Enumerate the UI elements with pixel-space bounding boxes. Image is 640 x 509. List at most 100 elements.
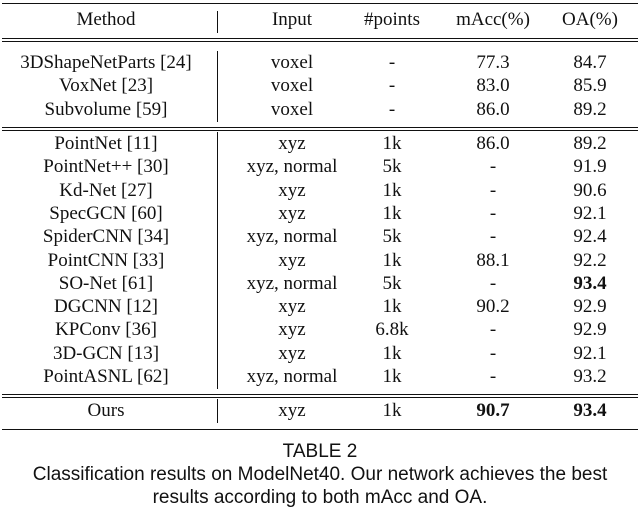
cell-input: xyz <box>278 202 306 224</box>
header-input: Input <box>271 9 313 30</box>
cell-input: voxel <box>270 98 314 120</box>
cell-macc: - <box>489 272 497 294</box>
column-separator <box>217 399 218 424</box>
cell-method: PointASNL [62] <box>43 366 169 387</box>
cell-macc: 77.3 <box>476 52 510 73</box>
cell-input: xyz, normal <box>246 226 338 248</box>
cell-input: xyz <box>278 342 306 364</box>
header-method: Method <box>76 9 136 30</box>
cell-oa: 92.9 <box>573 319 607 341</box>
cell-points: 5k <box>382 226 402 248</box>
column-separator <box>217 51 218 122</box>
cell-points: 1k <box>382 366 402 387</box>
header-rule-double <box>2 41 638 42</box>
cell-oa: 90.6 <box>573 179 607 201</box>
cell-method: KPConv [36] <box>55 319 157 341</box>
cell-points: - <box>388 75 396 97</box>
cell-method: Ours <box>87 400 125 421</box>
cell-points: 1k <box>382 202 402 224</box>
cell-macc: - <box>489 342 497 364</box>
table-row: SpecGCN [60] xyz 1k - 92.1 <box>0 203 640 225</box>
cell-macc: - <box>489 226 497 248</box>
cell-input: xyz <box>278 319 306 341</box>
cell-points: 6.8k <box>375 319 409 341</box>
cell-method: VoxNet [23] <box>58 75 154 97</box>
cell-input: xyz, normal <box>246 156 338 178</box>
group-rule-double <box>2 397 638 399</box>
cell-input: xyz <box>278 296 306 318</box>
cell-macc: 83.0 <box>476 75 510 97</box>
column-separator <box>217 11 218 33</box>
table-row: KPConv [36] xyz 6.8k - 92.9 <box>0 319 640 341</box>
cell-macc: 86.0 <box>476 98 510 120</box>
cell-macc: - <box>489 179 497 201</box>
cell-input: xyz <box>278 179 306 201</box>
cell-oa: 92.9 <box>573 296 607 318</box>
cell-points: 1k <box>382 400 402 421</box>
cell-method: SO-Net [61] <box>58 272 154 294</box>
cell-macc: 86.0 <box>476 133 510 154</box>
cell-method: PointNet++ [30] <box>43 156 169 178</box>
table-top-rule <box>2 3 638 4</box>
cell-macc: - <box>489 366 497 387</box>
group-rule <box>2 394 638 396</box>
cell-points: 5k <box>382 272 402 294</box>
cell-oa: 92.1 <box>573 202 607 224</box>
cell-oa: 84.7 <box>573 52 607 73</box>
cell-input: xyz, normal <box>246 366 338 387</box>
caption-label: TABLE 2 <box>282 441 358 462</box>
table-row: PointNet [11] xyz 1k 86.0 89.2 <box>0 133 640 155</box>
header-macc: mAcc(%) <box>456 9 530 30</box>
cell-oa: 85.9 <box>573 75 607 97</box>
cell-method: 3DShapeNetParts [24] <box>20 52 192 73</box>
cell-input: xyz, normal <box>246 272 338 294</box>
cell-oa: 93.2 <box>573 366 607 387</box>
header-oa: OA(%) <box>562 9 618 30</box>
caption-text-line1: Classification results on ModelNet40. Ou… <box>32 464 608 485</box>
table-row: 3DShapeNetParts [24] voxel - 77.3 84.7 <box>0 52 640 74</box>
cell-macc: - <box>489 156 497 178</box>
table-row: PointASNL [62] xyz, normal 1k - 93.2 <box>0 366 640 388</box>
cell-oa: 91.9 <box>573 156 607 178</box>
cell-macc: 90.2 <box>476 296 510 318</box>
table-bottom-rule <box>2 429 638 431</box>
cell-method: SpiderCNN [34] <box>42 226 170 248</box>
cell-oa: 93.4 <box>573 400 607 421</box>
cell-macc: 90.7 <box>476 400 510 421</box>
cell-method: 3D-GCN [13] <box>52 342 160 364</box>
cell-method: PointNet [11] <box>54 133 158 154</box>
table-header-row: Method Input #points mAcc(%) OA(%) <box>0 9 640 31</box>
group-rule <box>2 126 638 128</box>
cell-macc: - <box>489 319 497 341</box>
cell-oa: 89.2 <box>573 98 607 120</box>
table-row: PointNet++ [30] xyz, normal 5k - 91.9 <box>0 156 640 178</box>
cell-points: 1k <box>382 296 402 318</box>
table-row: 3D-GCN [13] xyz 1k - 92.1 <box>0 343 640 365</box>
table-row: SpiderCNN [34] xyz, normal 5k - 92.4 <box>0 226 640 248</box>
cell-oa: 89.2 <box>573 133 607 154</box>
cell-macc: 88.1 <box>476 249 510 271</box>
table-row: PointCNN [33] xyz 1k 88.1 92.2 <box>0 250 640 272</box>
cell-points: - <box>388 98 396 120</box>
cell-points: 1k <box>382 249 402 271</box>
table-caption: TABLE 2 Classification results on ModelN… <box>0 440 640 509</box>
header-points: #points <box>364 9 420 30</box>
cell-oa: 92.2 <box>573 249 607 271</box>
column-separator <box>217 132 218 390</box>
cell-points: 5k <box>382 156 402 178</box>
cell-macc: - <box>489 202 497 224</box>
cell-points: 1k <box>382 179 402 201</box>
cell-oa: 92.1 <box>573 342 607 364</box>
cell-points: 1k <box>382 342 402 364</box>
cell-input: xyz <box>278 133 306 154</box>
cell-input: voxel <box>270 75 314 97</box>
cell-oa: 92.4 <box>573 226 607 248</box>
cell-input: xyz <box>278 400 306 421</box>
table-row: Ours xyz 1k 90.7 93.4 <box>0 400 640 422</box>
cell-method: Subvolume [59] <box>44 98 168 120</box>
cell-input: xyz <box>278 249 306 271</box>
table-row: Subvolume [59] voxel - 86.0 89.2 <box>0 99 640 121</box>
cell-input: voxel <box>270 52 314 73</box>
cell-method: DGCNN [12] <box>54 296 158 318</box>
cell-method: PointCNN [33] <box>47 249 165 271</box>
